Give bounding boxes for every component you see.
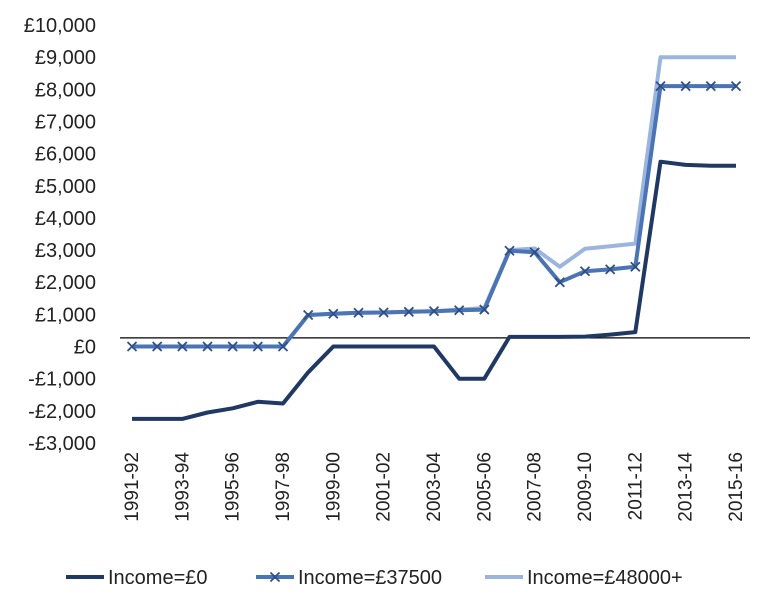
y-tick-label: £8,000 (35, 79, 96, 101)
series-line-1 (132, 159, 736, 421)
legend-item: Income=£37500 (256, 567, 442, 589)
y-tick-label: £5,000 (35, 176, 96, 198)
data-point-marker (328, 308, 339, 319)
legend-item: Income=£0 (66, 567, 208, 589)
data-point-marker (252, 341, 263, 352)
x-tick-label: 1991-92 (122, 452, 143, 522)
y-tick-label: £7,000 (35, 111, 96, 133)
x-tick-label: 1993-94 (172, 452, 193, 522)
y-tick-label: £10,000 (24, 15, 96, 37)
x-axis-ticks: 1991-92 1993-94 1995-96 1997-98 1999-00 2001-… (122, 452, 747, 522)
y-tick-label: -£3,000 (28, 433, 96, 455)
data-point-marker (277, 341, 289, 352)
data-point-marker (353, 307, 364, 318)
y-tick-label: £0 (74, 337, 96, 359)
data-point-marker (630, 261, 641, 272)
data-point-marker (177, 341, 188, 352)
data-point-marker (126, 341, 138, 352)
data-point-marker (152, 341, 163, 352)
x-tick-label: 2011-12 (625, 452, 646, 520)
y-tick-label: £2,000 (35, 272, 96, 294)
data-point-marker (479, 304, 490, 315)
data-point-marker (705, 80, 716, 92)
y-tick-label: £4,000 (35, 208, 96, 230)
data-point-marker (403, 306, 414, 317)
y-tick-label: -£1,000 (28, 369, 96, 391)
data-point-marker (529, 247, 540, 258)
data-point-marker (378, 307, 389, 318)
x-tick-label: 1997-98 (273, 452, 294, 522)
data-point-marker (605, 264, 616, 275)
data-point-marker (579, 266, 591, 277)
data-point-marker (655, 80, 666, 92)
x-tick-label: 1995-96 (223, 452, 244, 522)
y-tick-label: £6,000 (35, 144, 96, 166)
series-lines (126, 55, 742, 421)
series-line-2 (132, 84, 736, 349)
x-tick-label: 1999-00 (323, 452, 344, 522)
x-tick-label: 2003-04 (424, 452, 445, 522)
x-tick-label: 2005-06 (474, 452, 495, 522)
data-point-marker (554, 277, 565, 288)
y-tick-label: £1,000 (35, 304, 96, 326)
data-point-marker (227, 341, 238, 352)
data-point-marker (680, 80, 691, 92)
x-tick-label: 2013-14 (676, 452, 697, 522)
data-point-marker (428, 306, 440, 317)
legend-label: Income=£48000+ (527, 567, 683, 589)
data-point-marker (454, 305, 465, 316)
x-tick-label: 2009-10 (575, 452, 596, 522)
y-axis-ticks: £10,000 £9,000 £8,000 £7,000 £6,000 £5,000 £4,… (24, 15, 96, 455)
y-tick-label: £9,000 (35, 47, 96, 69)
x-tick-label: 2015-16 (726, 452, 747, 522)
x-tick-label: 2007-08 (525, 452, 546, 522)
legend: Income=£0 Income=£37500 Income=£48000+ (66, 567, 683, 589)
y-tick-label: £3,000 (35, 240, 96, 262)
data-point-marker (730, 80, 742, 92)
data-point-marker (303, 309, 314, 321)
legend-label: Income=£37500 (298, 567, 442, 589)
data-point-marker (202, 341, 213, 352)
data-point-marker (504, 245, 515, 256)
x-tick-label: 2001-02 (374, 452, 395, 522)
legend-item: Income=£48000+ (485, 567, 683, 589)
legend-label: Income=£0 (108, 567, 208, 589)
y-tick-label: -£2,000 (28, 401, 96, 423)
